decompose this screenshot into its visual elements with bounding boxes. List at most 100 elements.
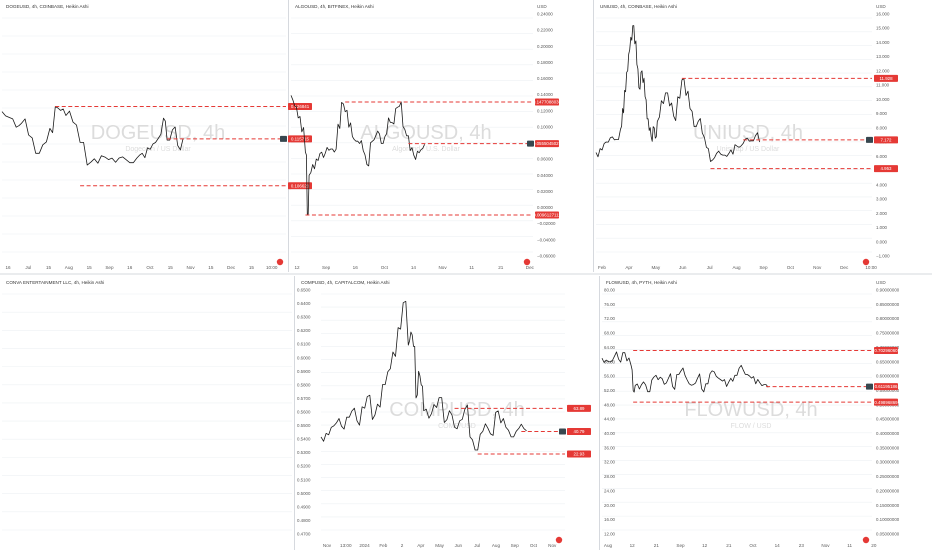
y-tick-label: 0.80000000 [876, 316, 900, 321]
x-tick-label: 15 [46, 265, 52, 270]
y-tick-label: 0.5800 [297, 382, 311, 387]
x-tick-label: 12 [630, 543, 636, 548]
replay-badge-icon[interactable] [523, 258, 531, 266]
y-tick-label: 11.000 [876, 83, 890, 88]
x-tick-label: 16 [5, 265, 11, 270]
x-tick-label: Jul [25, 265, 31, 270]
watermark-symbol: ALGOUSD, 4h [360, 122, 491, 144]
left-scale-label: 20.00 [604, 503, 616, 508]
left-scale-label: 28.00 [604, 474, 616, 479]
x-tick-label: 21 [726, 543, 732, 548]
y-tick-label: −1.000 [876, 254, 890, 259]
x-tick-label: 12 [702, 543, 708, 548]
y-tick-label: 13.000 [876, 54, 890, 59]
left-scale-label: 48.00 [604, 402, 616, 407]
y-tick-label: 0.5300 [297, 450, 311, 455]
level-label-bg [288, 182, 312, 190]
x-tick-label: 2024 [359, 543, 370, 548]
x-tick-label: 20 [871, 543, 877, 548]
chart-title: ALGOUSD, 4h, BITFINEX, Heikin Ashi [295, 4, 374, 9]
current-price-marker [559, 428, 566, 435]
x-tick-label: Oct [749, 543, 757, 548]
x-tick-label: 23 [799, 543, 805, 548]
left-scale-label: 40.00 [604, 431, 616, 436]
y-tick-label: 0.02000 [537, 189, 553, 194]
replay-badge-icon[interactable] [555, 536, 563, 544]
x-tick-label: Sep [676, 543, 685, 548]
y-tick-label: 0.10000000 [876, 517, 900, 522]
level-label: 0.106621 [291, 183, 310, 188]
level-label-bg [874, 136, 898, 144]
level-label: 0.70296060 [874, 348, 898, 353]
y-tick-label: 0.85000000 [876, 302, 900, 307]
chart-pane[interactable]: ALGOUSD, 4h, BITFINEX, Heikin Ashi ALGOUS… [290, 4, 562, 270]
x-tick-label: 2 [401, 543, 404, 548]
replay-badge-icon[interactable] [276, 258, 284, 266]
watermark-description: Dogecoin / US Dollar [125, 146, 191, 153]
y-tick-label: 0.4800 [297, 518, 311, 523]
x-tick-label: 12 [294, 265, 300, 270]
level-label: 22.93 [574, 452, 586, 457]
left-scale-label: 56.00 [604, 374, 616, 379]
replay-badge-icon[interactable] [862, 258, 870, 266]
y-tick-label: 12.000 [876, 68, 890, 73]
watermark-description: Algorand / U.S. Dollar [392, 146, 460, 153]
chart-title: COMPUSD, 4h, CAPITALCOM, Heikin Ashi [301, 280, 390, 285]
x-tick-label: Apr [417, 543, 425, 548]
y-tick-label: 0.14000 [537, 92, 553, 97]
y-tick-label: 0.40000000 [876, 431, 900, 436]
chart-pane[interactable]: CONVA ENTERTAINMENT LLC, 4h, Heikin Ashi [2, 280, 292, 531]
level-label-bg [874, 383, 898, 391]
current-price-marker [280, 135, 287, 142]
y-tick-label: 0.6200 [297, 328, 311, 333]
left-scale-label: 12.00 [604, 532, 616, 537]
x-tick-label: Oct [146, 265, 154, 270]
x-tick-label: Aug [65, 265, 74, 270]
y-tick-label: 0.15000000 [876, 503, 900, 508]
y-tick-label: 1.000 [876, 225, 888, 230]
chart-pane[interactable]: COMPUSD, 4h, CAPITALCOM, Heikin Ashi COMP… [297, 280, 591, 548]
x-tick-label: Aug [492, 543, 501, 548]
y-tick-label: 3.000 [876, 197, 888, 202]
y-tick-label: 0.6100 [297, 342, 311, 347]
y-tick-label: 0.55000000 [876, 388, 900, 393]
y-tick-label: 14.000 [876, 40, 890, 45]
level-label-bg [874, 347, 898, 355]
y-tick-label: 0.24000 [537, 12, 553, 17]
level-label: 0.0555045027 [533, 141, 562, 146]
level-label-bg [874, 165, 898, 173]
x-tick-label: Jul [474, 543, 480, 548]
replay-badge-icon[interactable] [862, 536, 870, 544]
level-label: 0.61195186 [875, 384, 898, 389]
level-label-bg [535, 140, 559, 148]
level-label-bg [874, 74, 898, 82]
x-tick-label: 15 [249, 265, 255, 270]
x-tick-label: 14 [411, 265, 417, 270]
x-tick-label: Nov [821, 543, 830, 548]
current-price-marker [866, 136, 873, 143]
left-scale-label: 52.00 [604, 388, 616, 393]
level-label: 40.79 [574, 429, 586, 434]
chart-pane[interactable]: FLOWUSD, 4h, PYTH, Heikin Ashi FLOWUSD, 4… [601, 280, 900, 548]
y-tick-label: 0.5900 [297, 369, 311, 374]
left-scale-label: 76.00 [604, 302, 616, 307]
chart-pane[interactable]: DOGEUSD, 4h, COINBASE, Heikin Ashi DOGEUS… [1, 4, 312, 270]
y-tick-label: 0.20000 [537, 44, 553, 49]
y-tick-label: 9.000 [876, 111, 888, 116]
y-tick-label: 0.5200 [297, 464, 311, 469]
y-tick-label: 0.90000000 [876, 288, 900, 293]
y-tick-label: 0.06000 [537, 157, 553, 162]
x-tick-label: May [435, 543, 444, 548]
watermark-symbol: UNIUSD, 4h [693, 122, 803, 144]
x-tick-label: Oct [381, 265, 389, 270]
left-scale-label: 36.00 [604, 445, 616, 450]
x-tick-label: Nov [813, 265, 822, 270]
y-tick-label: 0.45000000 [876, 417, 900, 422]
watermark-description: COMP/USD [438, 423, 476, 430]
x-tick-label: Oct [787, 265, 795, 270]
y-tick-label: 0.30000000 [876, 460, 900, 465]
chart-pane[interactable]: UNIUSD, 4h, COINBASE, Heikin Ashi UNIUSD,… [595, 4, 898, 270]
y-tick-label: 0.5000 [297, 491, 311, 496]
currency-label: USD [537, 4, 547, 9]
price-series [1, 106, 184, 166]
